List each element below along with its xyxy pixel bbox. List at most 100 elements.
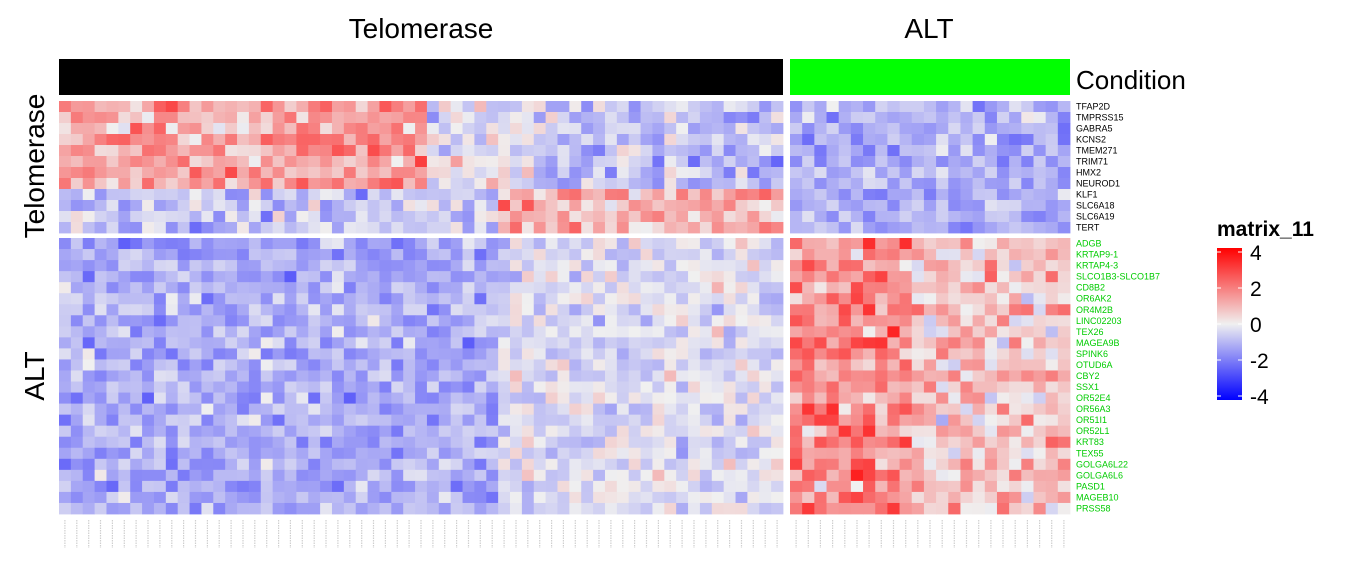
heatmap-cell bbox=[581, 189, 594, 201]
heatmap-cell bbox=[106, 222, 119, 234]
heatmap-cell bbox=[272, 370, 285, 382]
heatmap-cell bbox=[664, 326, 677, 338]
heatmap-cell bbox=[996, 359, 1010, 371]
heatmap-cell bbox=[498, 189, 511, 201]
row-group-title-alt: ALT bbox=[19, 351, 50, 400]
heatmap-cell bbox=[177, 145, 190, 157]
heatmap-cell bbox=[1033, 189, 1047, 201]
heatmap-cell bbox=[1057, 123, 1071, 135]
heatmap-cell bbox=[838, 403, 852, 416]
heatmap-cell bbox=[802, 403, 815, 416]
heatmap-cell bbox=[462, 304, 475, 316]
heatmap-cell bbox=[723, 156, 736, 168]
heatmap-cell bbox=[272, 480, 285, 493]
heatmap-cell bbox=[1033, 480, 1047, 493]
heatmap-cell bbox=[486, 403, 499, 416]
heatmap-cell bbox=[260, 249, 274, 261]
heatmap-cell bbox=[82, 178, 96, 190]
heatmap-cell bbox=[521, 238, 535, 250]
heatmap-cell bbox=[379, 381, 392, 393]
heatmap-cell bbox=[59, 337, 72, 349]
heatmap-cell bbox=[887, 211, 900, 223]
heatmap-cell bbox=[403, 178, 416, 190]
heatmap-cell bbox=[850, 271, 864, 283]
heatmap-cell bbox=[652, 403, 665, 416]
heatmap-cell bbox=[948, 293, 961, 305]
heatmap-cell bbox=[70, 156, 84, 168]
heatmap-cell bbox=[106, 238, 119, 250]
heatmap-cells bbox=[59, 101, 1071, 515]
heatmap-cell bbox=[189, 101, 202, 113]
heatmap-cell bbox=[426, 425, 440, 438]
heatmap-cell bbox=[863, 337, 876, 349]
gene-label: TFAP2D bbox=[1076, 102, 1111, 112]
heatmap-cell bbox=[296, 414, 309, 427]
heatmap-cell bbox=[863, 491, 876, 504]
heatmap-cell bbox=[604, 480, 618, 493]
heatmap-cell bbox=[996, 238, 1010, 250]
heatmap-cell bbox=[616, 491, 630, 504]
heatmap-cell bbox=[225, 271, 238, 283]
heatmap-cell bbox=[189, 480, 202, 493]
heatmap-cell bbox=[70, 238, 84, 250]
heatmap-cell bbox=[165, 238, 179, 250]
heatmap-cell bbox=[923, 178, 937, 190]
heatmap-cell bbox=[331, 403, 345, 416]
heatmap-cell bbox=[415, 392, 428, 404]
heatmap-cell bbox=[426, 134, 440, 146]
heatmap-cell bbox=[415, 502, 428, 515]
heatmap-cell bbox=[887, 414, 900, 427]
heatmap-cell bbox=[652, 200, 665, 212]
heatmap-cell bbox=[814, 469, 827, 482]
heatmap-cell bbox=[510, 480, 523, 493]
heatmap-cell bbox=[802, 156, 815, 168]
heatmap-cell bbox=[628, 156, 641, 168]
heatmap-cell bbox=[438, 260, 452, 272]
heatmap-cell bbox=[165, 458, 179, 471]
heatmap-cell bbox=[664, 403, 677, 416]
heatmap-cell bbox=[814, 502, 827, 515]
heatmap-cell bbox=[652, 359, 665, 371]
heatmap-cell bbox=[652, 156, 665, 168]
heatmap-cell bbox=[237, 458, 250, 471]
heatmap-cell bbox=[130, 403, 143, 416]
heatmap-cell bbox=[213, 178, 226, 190]
heatmap-cell bbox=[189, 337, 202, 349]
heatmap-cell bbox=[284, 370, 297, 382]
heatmap-cell bbox=[391, 414, 404, 427]
heatmap-cell bbox=[1033, 348, 1047, 360]
heatmap-cell bbox=[462, 337, 475, 349]
heatmap-cell bbox=[355, 480, 368, 493]
heatmap-cell bbox=[759, 447, 772, 460]
heatmap-cell bbox=[628, 436, 641, 449]
heatmap-cell bbox=[1057, 304, 1071, 316]
heatmap-cell bbox=[676, 238, 689, 250]
heatmap-cell bbox=[771, 222, 784, 234]
gene-label: OR52E4 bbox=[1076, 393, 1111, 403]
heatmap-cell bbox=[403, 480, 416, 493]
heatmap-cell bbox=[510, 167, 523, 179]
heatmap-cell bbox=[723, 282, 736, 294]
heatmap-cell bbox=[118, 469, 131, 482]
heatmap-cell bbox=[711, 178, 725, 190]
heatmap-cell bbox=[899, 156, 913, 168]
heatmap-cell bbox=[1045, 282, 1059, 294]
heatmap-cell bbox=[604, 337, 618, 349]
heatmap-cell bbox=[1045, 425, 1059, 438]
heatmap-cell bbox=[628, 112, 641, 124]
heatmap-cell bbox=[391, 189, 404, 201]
heatmap-cell bbox=[260, 211, 274, 223]
heatmap-cell bbox=[426, 436, 440, 449]
heatmap-cell bbox=[213, 425, 226, 438]
heatmap-cell bbox=[863, 123, 876, 135]
heatmap-cell bbox=[676, 260, 689, 272]
heatmap-cell bbox=[320, 304, 333, 316]
heatmap-cell bbox=[1009, 359, 1022, 371]
heatmap-cell bbox=[248, 189, 262, 201]
heatmap-cell bbox=[272, 491, 285, 504]
heatmap-cell bbox=[616, 469, 630, 482]
heatmap-cell bbox=[688, 370, 701, 382]
heatmap-cell bbox=[59, 156, 72, 168]
heatmap-cell bbox=[367, 326, 380, 338]
heatmap-cell bbox=[153, 211, 167, 223]
